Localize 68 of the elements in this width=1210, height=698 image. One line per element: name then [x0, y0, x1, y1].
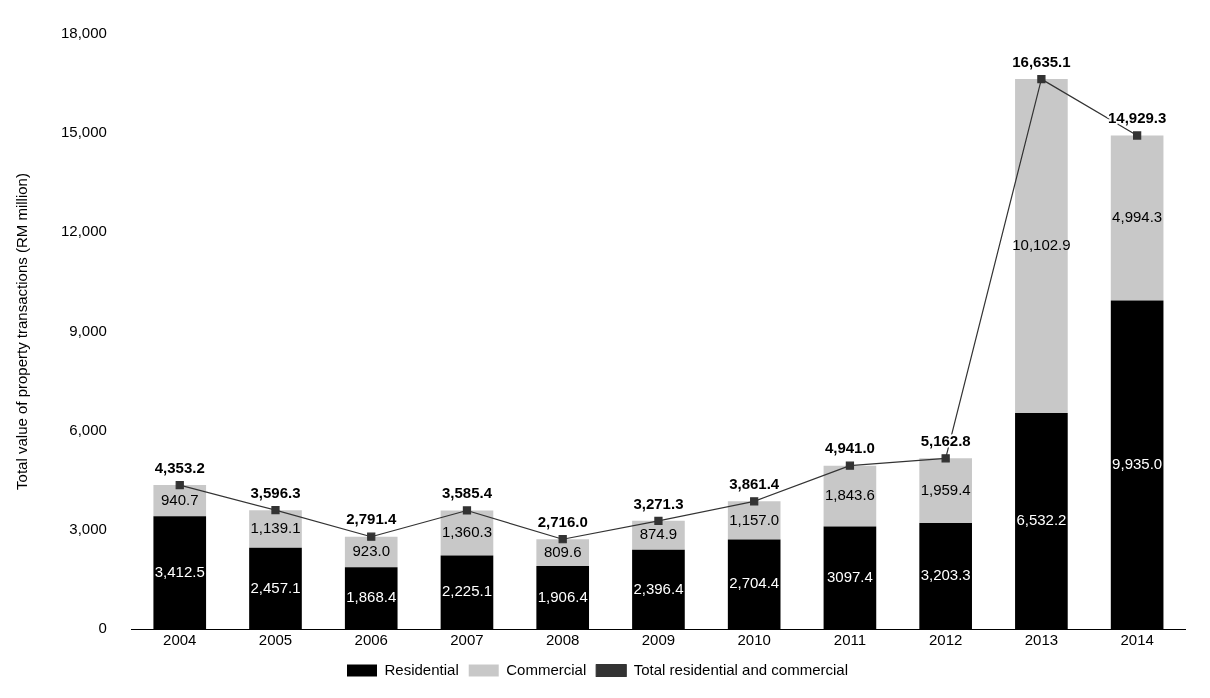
data-label: 3,271.3 — [633, 494, 684, 512]
data-label: 2,457.1 — [250, 578, 301, 596]
point — [462, 506, 472, 515]
point — [367, 532, 376, 541]
point — [175, 480, 184, 490]
x-tick-label: 2013 — [1024, 631, 1059, 649]
data-label: 4,941.0 — [824, 439, 875, 457]
data-label: 3,596.3 — [250, 483, 301, 501]
x-tick-label: 2006 — [354, 631, 388, 649]
point — [654, 516, 663, 525]
data-label: 2,225.1 — [441, 582, 492, 600]
bar — [919, 458, 972, 524]
data-label: 874.9 — [639, 525, 678, 543]
x-tick-label: 2014 — [1120, 631, 1154, 649]
x-tick-label: 2005 — [258, 631, 293, 649]
x-tick-label: 2007 — [450, 631, 484, 649]
data-label: 2,704.4 — [729, 574, 780, 592]
bar — [1110, 135, 1164, 301]
y-tick-label: 3,000 — [69, 519, 107, 537]
data-label: 3,861.4 — [729, 475, 780, 492]
y-tick-label: 12,000 — [60, 222, 107, 240]
x-tick-label: 2012 — [928, 631, 963, 649]
point — [941, 454, 950, 463]
bar — [1015, 79, 1068, 414]
data-label: 1,868.4 — [346, 588, 397, 606]
point — [271, 505, 280, 515]
data-label: 4,353.2 — [154, 458, 205, 476]
data-label: 1,360.3 — [441, 523, 492, 541]
data-label: 923.0 — [352, 542, 390, 560]
data-label: 3,585.4 — [441, 484, 493, 502]
data-label: 10,102.9 — [1012, 236, 1071, 254]
point — [1133, 131, 1142, 140]
data-label: 9,935.0 — [1112, 454, 1163, 472]
data-label: 4,994.3 — [1112, 208, 1163, 226]
data-label: 6,532.2 — [1016, 511, 1067, 529]
point — [845, 461, 855, 470]
data-label: 1,157.0 — [729, 510, 780, 528]
y-tick-label: 9,000 — [69, 321, 107, 339]
data-label: 1,906.4 — [537, 587, 588, 605]
data-label: 2,716.0 — [537, 512, 588, 530]
data-label: 2,396.4 — [633, 579, 684, 597]
y-tick-label: 18,000 — [60, 24, 107, 42]
x-tick-label: 2009 — [641, 631, 676, 649]
x-tick-label: 2008 — [546, 631, 580, 649]
y-tick-label: 6,000 — [69, 420, 107, 438]
y-axis-title: Total value of property transactions (RM million) — [13, 173, 31, 490]
point — [558, 535, 567, 544]
data-label: 16,635.1 — [1012, 52, 1071, 70]
point — [1037, 74, 1046, 84]
data-label: 3,412.5 — [154, 562, 205, 580]
x-tick-label: 2004 — [163, 631, 197, 649]
data-label: 1,139.1 — [250, 519, 301, 537]
data-label: 2,791.4 — [346, 510, 397, 528]
legend-label: Residential — [384, 660, 459, 678]
point — [750, 497, 759, 506]
legend-label: Commercial — [506, 660, 587, 678]
legend-label: Total residential and commercial — [633, 660, 848, 678]
y-tick-label: 0 — [98, 619, 107, 637]
data-label: 809.6 — [543, 542, 582, 560]
x-tick-label: 2010 — [737, 631, 771, 649]
y-tick-label: 15,000 — [60, 123, 107, 141]
data-label: 940.7 — [160, 490, 199, 508]
data-label: 1,959.4 — [920, 480, 971, 498]
x-tick-label: 2011 — [833, 631, 867, 649]
data-label: 3,203.3 — [920, 566, 971, 584]
data-label: 1,843.6 — [824, 486, 875, 504]
data-label: 3097.4 — [826, 567, 873, 585]
data-label: 14,929.3 — [1107, 109, 1167, 127]
